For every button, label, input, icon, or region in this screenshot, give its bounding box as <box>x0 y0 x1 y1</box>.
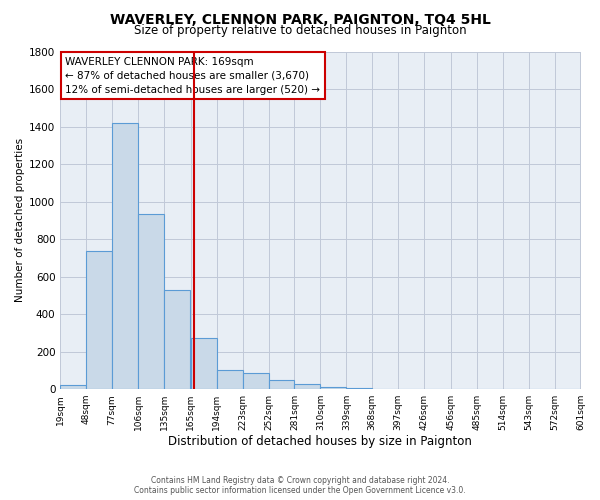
Y-axis label: Number of detached properties: Number of detached properties <box>15 138 25 302</box>
Bar <box>346 388 372 389</box>
Bar <box>112 123 138 389</box>
X-axis label: Distribution of detached houses by size in Paignton: Distribution of detached houses by size … <box>169 434 472 448</box>
Bar <box>269 380 295 389</box>
Text: WAVERLEY, CLENNON PARK, PAIGNTON, TQ4 5HL: WAVERLEY, CLENNON PARK, PAIGNTON, TQ4 5H… <box>110 12 490 26</box>
Bar <box>217 370 242 389</box>
Bar <box>138 214 164 389</box>
Bar <box>242 372 269 389</box>
Bar <box>320 387 346 389</box>
Bar <box>372 388 398 389</box>
Bar <box>191 338 217 389</box>
Bar <box>164 290 190 389</box>
Text: Contains HM Land Registry data © Crown copyright and database right 2024.
Contai: Contains HM Land Registry data © Crown c… <box>134 476 466 495</box>
Bar <box>86 251 112 389</box>
Bar <box>60 386 86 389</box>
Bar <box>295 384 320 389</box>
Text: Size of property relative to detached houses in Paignton: Size of property relative to detached ho… <box>134 24 466 37</box>
Text: WAVERLEY CLENNON PARK: 169sqm
← 87% of detached houses are smaller (3,670)
12% o: WAVERLEY CLENNON PARK: 169sqm ← 87% of d… <box>65 56 320 94</box>
